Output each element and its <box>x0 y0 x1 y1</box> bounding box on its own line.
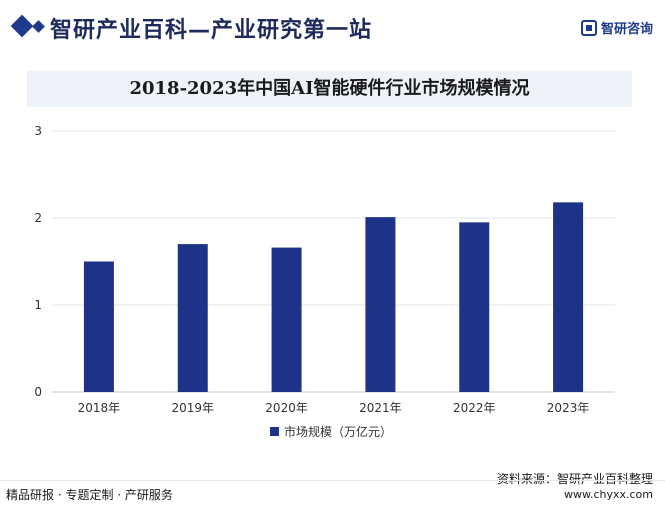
y-tick-label: 2 <box>34 211 42 225</box>
footer-tagline: 精品研报 · 专题定制 · 产研服务 <box>6 488 173 502</box>
bar <box>83 261 114 392</box>
brand-logo-icon <box>580 19 597 36</box>
y-tick-label: 0 <box>34 385 42 399</box>
x-tick-label: 2022年 <box>453 401 496 415</box>
brand-name: 智研咨询 <box>600 22 653 37</box>
footer-divider <box>0 480 665 481</box>
y-tick-label: 1 <box>34 298 42 312</box>
x-tick-label: 2019年 <box>171 401 214 415</box>
source-url: www.chyxx.com <box>563 488 653 501</box>
x-tick-label: 2020年 <box>265 401 308 415</box>
bar-chart: 0 1 2 3 2018年 2019年 2020年 2021年 2022年 2023年市场规模（万… <box>34 124 615 439</box>
bar <box>553 202 584 392</box>
chart-title: 2018-2023年中国AI智能硬件行业市场规模情况 <box>129 78 530 99</box>
bar <box>365 217 396 392</box>
source-note: 资料来源：智研产业百科整理 <box>496 472 653 486</box>
bar <box>177 244 208 392</box>
bar <box>459 222 490 392</box>
x-tick-label: 2023年 <box>547 401 590 415</box>
legend-label: 市场规模（万亿元） <box>284 424 392 439</box>
bar <box>271 247 302 392</box>
x-tick-label: 2021年 <box>359 401 402 415</box>
legend-swatch <box>270 427 279 436</box>
brand-logo-group: 智研咨询 <box>580 18 653 37</box>
page-header: 智研产业百科—产业研究第一站 智研咨询 <box>0 0 665 62</box>
header-title: 智研产业百科—产业研究第一站 <box>50 18 373 43</box>
y-tick-label: 3 <box>34 124 42 138</box>
chart-title-band: 2018-2023年中国AI智能硬件行业市场规模情况 <box>27 71 632 107</box>
x-tick-label: 2018年 <box>78 401 121 415</box>
